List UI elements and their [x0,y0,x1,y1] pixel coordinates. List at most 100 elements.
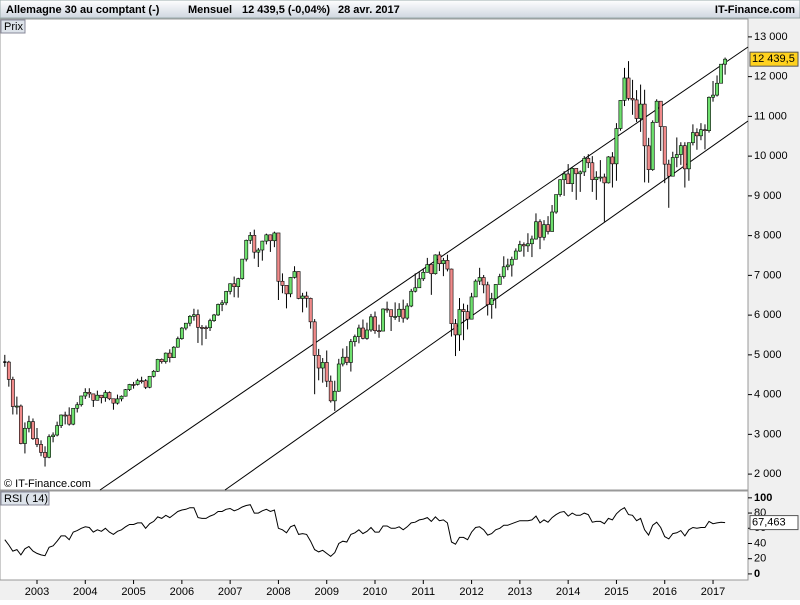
candle-body [6,361,11,380]
candle-body [373,316,377,331]
candle-body [171,346,176,358]
x-tick-label: 2004 [73,586,97,598]
panel-label-box [0,491,50,506]
candle-body [586,158,591,164]
candle-body [83,392,88,397]
candle-body [646,145,651,170]
candle-body [147,375,152,388]
candle-body [27,421,31,429]
candle-body [369,316,373,331]
candle-body [361,327,365,339]
candle-body [75,404,80,409]
candle-body [155,359,160,372]
candle-body [707,96,711,131]
candle-body [413,287,418,292]
candle-body [167,352,172,358]
candle-body [304,295,309,299]
copyright: © IT-Finance.com [4,478,91,490]
candle-body [47,436,51,458]
candle-body [562,173,567,181]
y-tick-label: 6 000 [754,309,782,321]
last-value-box [749,515,799,531]
candle-body [590,162,595,180]
candle-body [719,63,723,84]
candle-body [445,260,450,270]
candle-body [308,298,313,323]
candle-body [699,129,703,137]
candle-body [228,283,233,292]
channel-line [224,120,749,491]
candle-body [35,438,39,445]
candle-body [268,234,273,242]
candle-body [542,224,546,238]
candle-body [111,398,116,404]
candle-body [417,278,422,289]
y-tick-label: 10 000 [754,150,788,162]
candle-body [63,414,68,417]
candle-body [505,264,510,268]
candle-body [650,122,655,170]
last-value-label: 12 439,5 [752,53,795,65]
candle-body [429,264,434,275]
candle-body [71,407,76,425]
x-tick-label: 2014 [556,586,580,598]
candle-body [393,316,398,318]
candle-body [103,392,108,399]
candle-body [666,163,671,177]
candle-body [280,280,285,286]
last-value-label: 67,463 [752,517,786,529]
candle-body [288,277,293,295]
candle-body [264,234,269,242]
last-quote: 12 439,5 (-0,04%) [242,4,330,16]
candle-body [610,156,615,165]
candle-body [530,238,534,245]
y-tick-label: 40 [754,537,766,549]
candle-body [39,444,43,453]
candle-body [598,176,603,179]
candle-body [95,394,100,401]
candle-body [493,284,498,299]
rsi-panel [0,490,749,581]
candle-body [453,323,458,336]
header-bar [0,0,800,19]
candle-body [159,359,164,362]
candle-body [352,336,357,342]
candle-body [188,316,192,324]
candle-body [622,77,627,101]
candle-body [642,103,647,147]
candle-body [526,243,530,247]
x-tick-label: 2015 [604,586,628,598]
candle-body [43,452,47,458]
candle-body [614,128,619,165]
candle-body [473,280,478,298]
candle-body [292,271,297,278]
candle-body [224,291,229,304]
candle-body [686,142,691,170]
candle-body [183,322,188,329]
last-value-box [749,51,799,67]
candle-body [240,258,245,279]
candle-body [662,126,667,165]
candle-body [236,278,241,287]
y-tick-label: 4 000 [754,389,782,401]
candle-body [119,395,124,400]
candle-body [654,100,659,123]
candle-body [405,305,410,319]
candle-body [695,132,699,137]
x-tick-label: 2007 [218,586,242,598]
candle-body [538,221,542,238]
candle-body [365,329,369,339]
candle-body [336,363,341,392]
candle-body [566,173,571,185]
candle-body [550,211,554,232]
candle-body [87,392,92,395]
candle-body [79,395,84,406]
candle-body [131,384,136,386]
candle-body [212,314,216,321]
candle-body [248,235,253,241]
candle-body [554,194,558,213]
candle-body [501,266,506,277]
rsi-line [4,504,726,558]
x-tick-label: 2005 [121,586,145,598]
candle-body [389,309,394,317]
